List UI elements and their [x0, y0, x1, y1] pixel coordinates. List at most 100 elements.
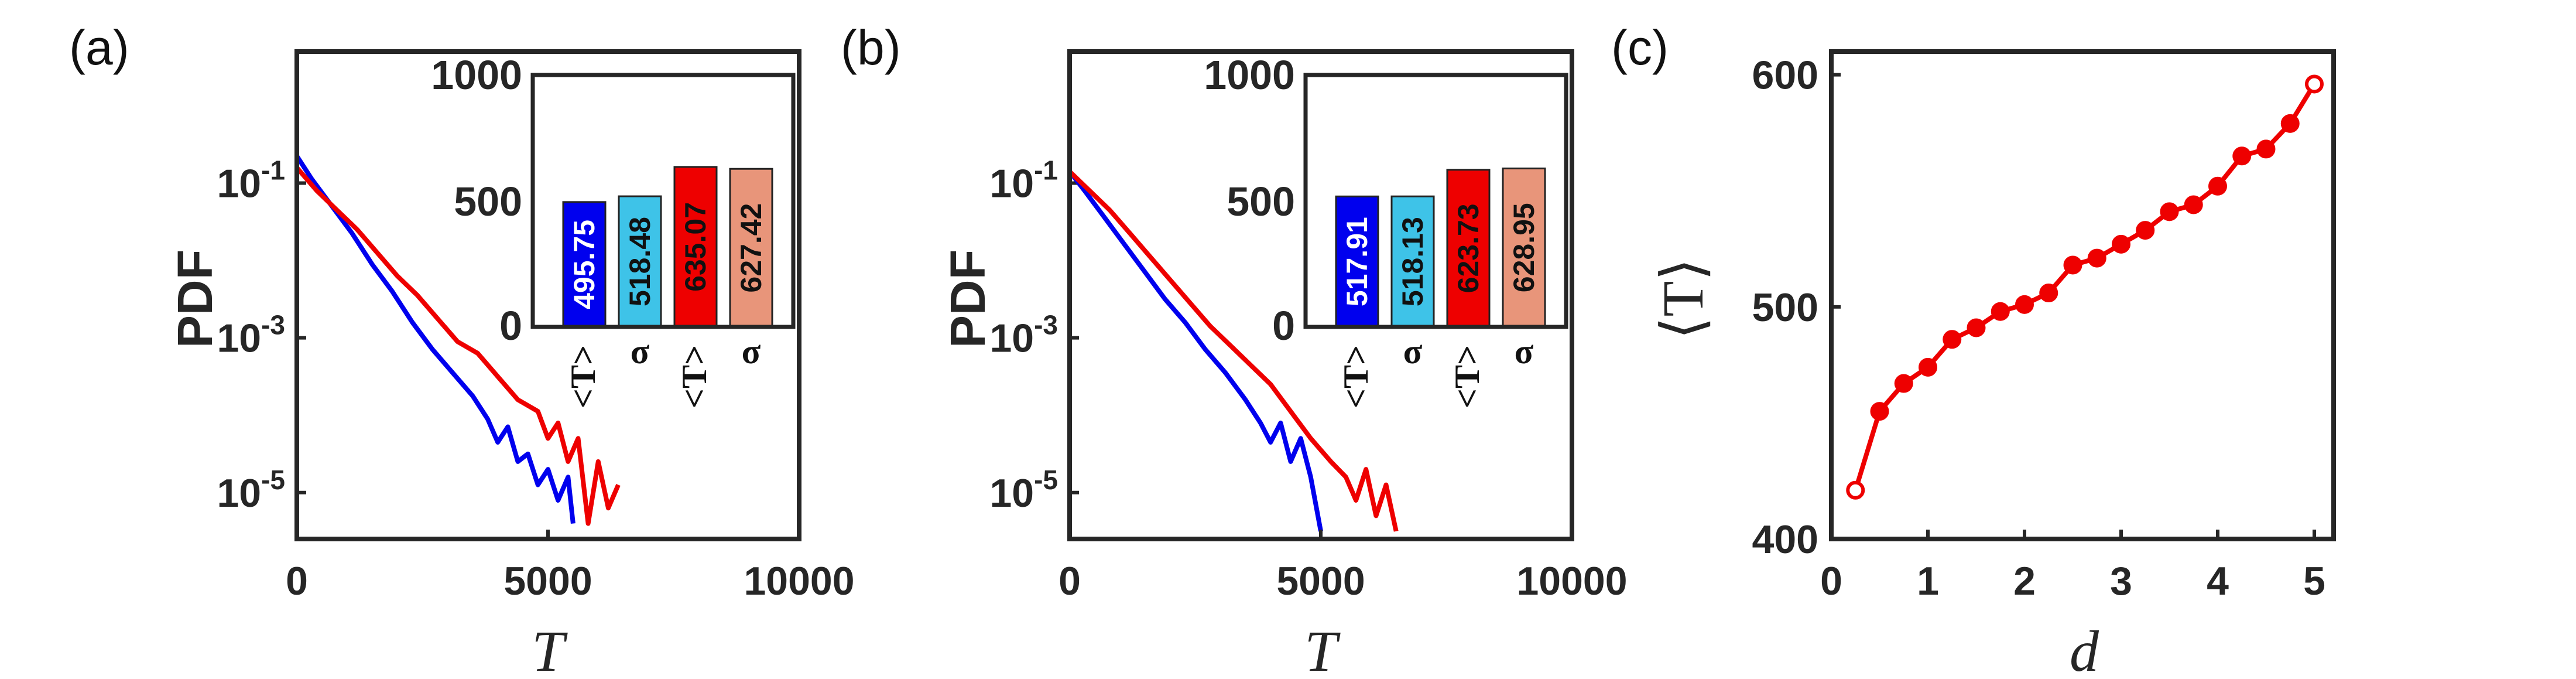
panel-b-xticks: 0 5000 10000 [1059, 530, 1628, 603]
panel-b-inset-ytick-0: 0 [1272, 303, 1295, 349]
b-inset-bar-label-1: 518.13 [1396, 217, 1429, 306]
c-xtick-label: 3 [2110, 559, 2132, 603]
a-series-1-line [294, 166, 621, 526]
b-xtick-label: 0 [1059, 559, 1081, 603]
c-series-0-point [2305, 74, 2324, 94]
a-ytick-exponent: -1 [261, 155, 285, 186]
panel-b-ylabel: PDF [940, 250, 995, 348]
panel-c-xticks: 0 1 2 3 4 5 [1820, 530, 2325, 603]
c-series-0-point [1991, 302, 2010, 321]
c-xtick-label: 5 [2303, 559, 2325, 603]
c-series-0-point [1870, 402, 1889, 421]
a-xtick-label: 10000 [744, 559, 854, 603]
b-ytick-base: 10 [989, 471, 1034, 516]
a-ytick-label: 10-1 [217, 155, 285, 206]
panel-a-xlabel: T [532, 619, 568, 679]
b-inset-bar-3 [1502, 168, 1546, 328]
c-ytick-label: 400 [1752, 517, 1818, 562]
b-ytick-exponent: -1 [1034, 155, 1058, 186]
a-ytick-exponent: -5 [261, 465, 285, 495]
panel-b-inset-ytick-1000: 1000 [1204, 52, 1295, 98]
a-inset-category-2: <T> [675, 345, 714, 408]
panel-b-inset-bars: 517.91 518.13 623.73 628.95 [1335, 168, 1546, 328]
b-ytick-label: 10-3 [989, 310, 1058, 361]
c-ytick-label: 500 [1752, 285, 1818, 330]
panel-letter-c: (c) [1611, 20, 1669, 75]
panel-c-ylabel: ⟨T⟩ [1650, 258, 1715, 339]
b-ytick-label: 10-5 [989, 465, 1058, 516]
panel-a: PDF 10-110-310-5 0 5000 10000 T 495.75 518.… [167, 49, 855, 679]
a-inset-category-1: σ [631, 332, 650, 371]
c-series-0-point [2160, 202, 2179, 221]
b-series-0-line [1067, 170, 1323, 532]
b-ytick-exponent: -3 [1034, 310, 1058, 340]
c-series-0-point [2015, 295, 2034, 314]
c-series-0-point [2136, 221, 2155, 240]
c-xtick-label: 0 [1820, 559, 1842, 603]
b-inset-bar-label-0: 517.91 [1341, 217, 1373, 306]
b-inset-category-2: <T> [1448, 345, 1486, 408]
panel-a-inset-axes [530, 73, 796, 329]
panel-c: ⟨T⟩ 600 500 400 0 1 2 3 4 5 d [1650, 49, 2336, 679]
b-ytick-base: 10 [989, 316, 1034, 361]
a-inset-bar-label-2: 635.07 [679, 202, 712, 292]
panel-b-xlabel: T [1304, 619, 1341, 679]
panel-letter-a: (a) [69, 20, 129, 75]
panel-b: PDF 10-110-310-5 0 5000 10000 T 517.91 518.… [940, 49, 1628, 679]
panel-a-inset-ytick-0: 0 [499, 303, 522, 349]
b-xtick-label: 5000 [1276, 559, 1365, 603]
c-series-0-point [2184, 195, 2203, 214]
a-inset-bar-label-3: 627.42 [735, 203, 768, 293]
panel-c-xlabel: d [2070, 619, 2099, 679]
a-ytick-exponent: -3 [261, 310, 285, 340]
a-ytick-label: 10-3 [217, 310, 285, 361]
c-xtick-label: 1 [1917, 559, 1939, 603]
c-series-0-point [2280, 114, 2300, 133]
b-inset-bar-2 [1446, 169, 1491, 328]
b-inset-category-3: σ [1515, 332, 1534, 371]
b-inset-category-0: <T> [1337, 345, 1375, 408]
b-ytick-label: 10-1 [989, 155, 1058, 206]
c-series-0-point [1943, 330, 1962, 349]
c-ytick-label: 600 [1752, 53, 1818, 98]
a-inset-bar-label-1: 518.48 [624, 217, 656, 306]
panel-c-yticks: 600 500 400 [1752, 53, 1841, 562]
panel-a-xticks: 0 5000 10000 [286, 530, 855, 603]
panel-a-ylabel: PDF [167, 250, 222, 348]
a-inset-bar-0 [562, 201, 607, 328]
b-inset-category-1: σ [1403, 332, 1423, 371]
c-xtick-label: 2 [2013, 559, 2036, 603]
panel-b-inset-axes [1303, 73, 1568, 329]
b-xtick-label: 10000 [1516, 559, 1627, 603]
b-inset-bar-1 [1390, 195, 1435, 328]
a-inset-category-3: σ [742, 332, 761, 371]
b-inset-bar-label-2: 623.73 [1452, 203, 1485, 293]
a-inset-bar-2 [673, 166, 718, 328]
c-xtick-label: 4 [2207, 559, 2229, 603]
a-ytick-base: 10 [217, 162, 261, 206]
panel-c-axes [1829, 49, 2336, 541]
c-series-0-point [1894, 374, 1913, 393]
a-ytick-base: 10 [217, 471, 261, 516]
c-series-0-point [2039, 284, 2058, 303]
c-series-0-point [2208, 176, 2227, 196]
a-ytick-base: 10 [217, 316, 261, 361]
b-ytick-exponent: -5 [1034, 465, 1058, 495]
c-series-0-point [2063, 255, 2082, 275]
panel-b-inset-ytick-500: 500 [1227, 179, 1295, 224]
a-xtick-label: 5000 [503, 559, 592, 603]
b-inset-bar-label-3: 628.95 [1508, 203, 1540, 292]
panel-a-lines [294, 155, 621, 526]
c-series-0-point [2232, 146, 2252, 166]
panel-a-inset-ytick-500: 500 [454, 179, 522, 224]
c-series-0-point [1846, 480, 1865, 500]
panel-a-inset-categories: <T> σ <T> σ [564, 332, 761, 408]
a-inset-bar-label-0: 495.75 [568, 220, 601, 309]
panel-b-inset-categories: <T> σ <T> σ [1337, 332, 1534, 408]
c-series-0-point [1967, 318, 1986, 337]
c-series-0-point [2112, 234, 2130, 254]
c-series-0-point [2256, 139, 2276, 159]
b-series-1-line [1068, 169, 1399, 532]
c-series-0-point [1919, 357, 1937, 377]
